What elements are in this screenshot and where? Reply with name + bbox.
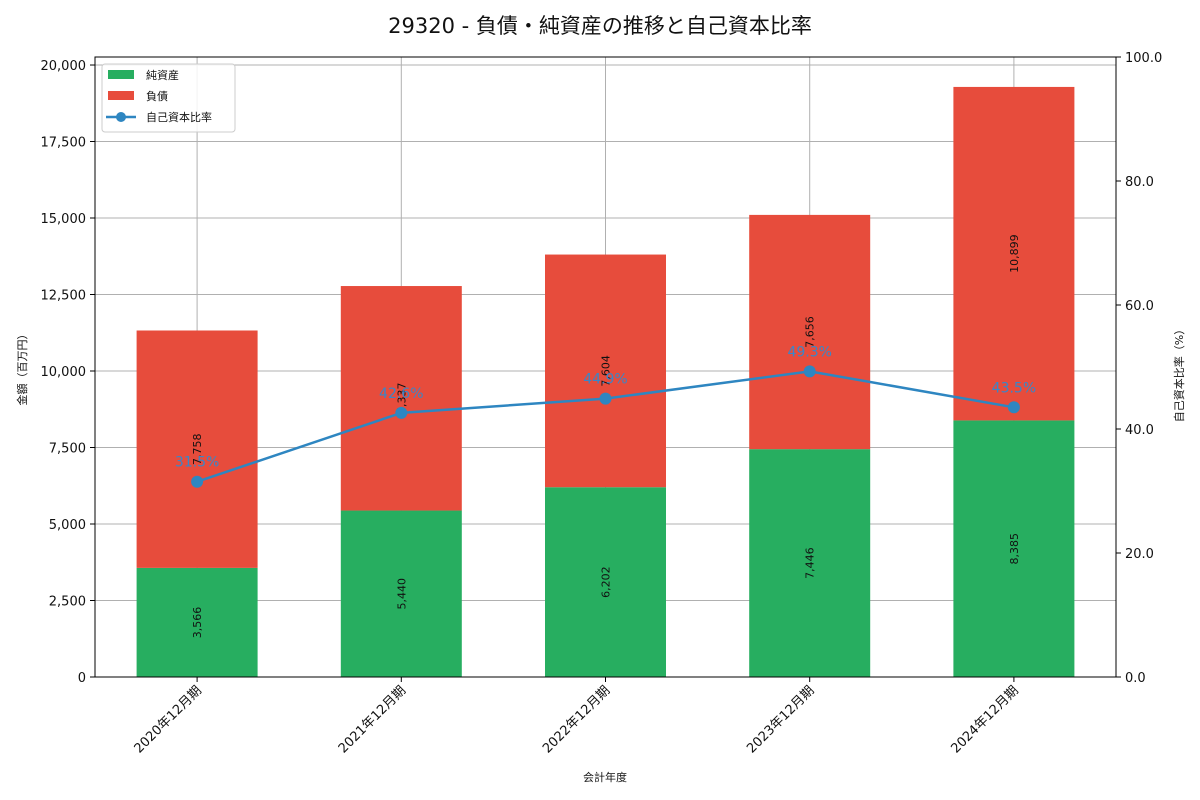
chart-title: 29320 - 負債・純資産の推移と自己資本比率 (388, 14, 812, 38)
ratio-point (1007, 401, 1020, 414)
y2-axis-label: 自己資本比率（%） (1172, 324, 1186, 422)
bar-liabilities (545, 254, 666, 488)
y2-tick-label: 100.0 (1125, 51, 1162, 66)
bar-liabilities (953, 86, 1075, 421)
bar-liabilities (749, 214, 871, 450)
ratio-point (191, 475, 204, 488)
legend-swatch-liabilities (108, 91, 134, 100)
y2-tick-label: 60.0 (1125, 299, 1154, 314)
y-axis-label: 金額（百万円） (15, 329, 29, 406)
x-tick-label: 2024年12月期 (948, 683, 1021, 756)
bar-label: 7,758 (191, 433, 204, 465)
ratio-point (395, 406, 408, 419)
ratio-point (599, 392, 612, 405)
bar-equity (340, 510, 462, 677)
x-tick-label: 2021年12月期 (336, 683, 409, 756)
legend-label: 自己資本比率 (146, 110, 212, 124)
y-tick-label: 20,000 (41, 59, 87, 74)
x-tick-label: 2023年12月期 (744, 683, 817, 756)
x-tick-label: 2022年12月期 (540, 683, 613, 756)
bar-label: 10,899 (1008, 234, 1021, 272)
y-tick-label: 2,500 (49, 595, 86, 610)
y-tick-label: 17,500 (41, 136, 87, 151)
bar-label: 7,337 (395, 383, 408, 415)
y-tick-label: 15,000 (41, 212, 87, 227)
y-tick-label: 5,000 (49, 518, 86, 533)
bar-label: 3,566 (191, 607, 204, 639)
bar-label: 8,385 (1008, 533, 1021, 565)
y2-tick-label: 20.0 (1125, 547, 1154, 562)
ratio-label: 43.5% (992, 380, 1036, 396)
legend-label: 負債 (146, 89, 168, 103)
bar-label: 6,202 (600, 566, 613, 598)
legend-label: 純資産 (146, 69, 179, 82)
y-tick-label: 7,500 (49, 442, 86, 457)
bar-equity (545, 487, 666, 677)
ratio-label: 31.5% (175, 455, 219, 471)
bar-label: 7,604 (600, 355, 613, 387)
legend (101, 63, 236, 133)
ratio-label: 42.6% (379, 386, 423, 402)
y-tick-label: 12,500 (41, 289, 87, 304)
bar-label: 7,446 (804, 547, 817, 579)
ratio-point (803, 365, 816, 378)
legend-swatch-equity (108, 70, 134, 79)
y-tick-label: 0 (78, 671, 86, 686)
x-axis-label: 会計年度 (583, 770, 627, 784)
bar-liabilities (340, 286, 462, 511)
bar-label: 7,656 (804, 316, 817, 348)
bar-liabilities (136, 330, 258, 568)
y-tick-label: 10,000 (41, 365, 87, 380)
y2-tick-label: 80.0 (1125, 175, 1154, 190)
bar-label: 5,440 (395, 578, 408, 610)
x-tick-label: 2020年12月期 (132, 683, 205, 756)
legend-marker (116, 112, 126, 122)
bar-equity (136, 567, 258, 677)
bar-equity (953, 420, 1075, 677)
y2-tick-label: 40.0 (1125, 423, 1154, 438)
ratio-label: 49.3% (787, 344, 831, 360)
ratio-label: 44.9% (583, 372, 627, 388)
bar-equity (749, 449, 871, 677)
y2-tick-label: 0.0 (1125, 671, 1146, 686)
